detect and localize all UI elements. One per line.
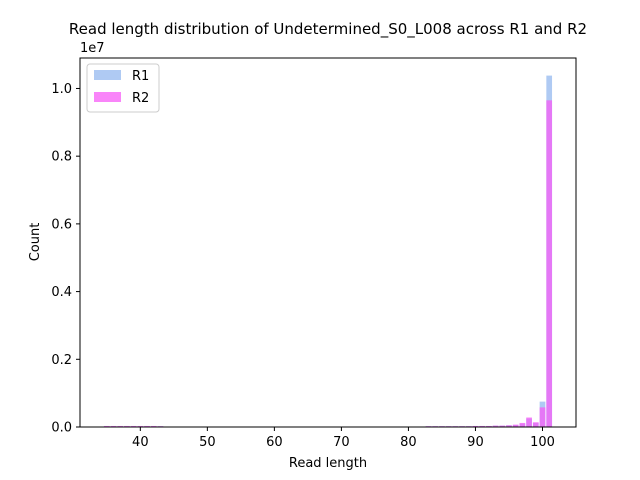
bar-r2-38 xyxy=(124,425,130,427)
y-tick-label: 0.8 xyxy=(51,150,72,165)
bar-r2-96 xyxy=(512,424,519,427)
bar-r2-95 xyxy=(506,425,512,427)
x-axis-label: Read length xyxy=(289,456,367,471)
bar-r2-94 xyxy=(499,425,506,427)
bars-layer xyxy=(103,75,553,427)
y-offset-label: 1e7 xyxy=(80,41,105,56)
x-tick-label: 80 xyxy=(400,435,417,450)
y-axis-label: Count xyxy=(28,223,43,262)
bar-r2-40 xyxy=(137,425,144,427)
plot-frame xyxy=(79,57,577,428)
bar-r2-101 xyxy=(546,100,553,427)
x-tick-label: 100 xyxy=(530,435,555,450)
chart-title: Read length distribution of Undetermined… xyxy=(69,20,587,39)
x-axis: 40 50 60 70 80 90 100 xyxy=(132,427,555,450)
bar-r2-97 xyxy=(519,422,526,427)
bar-r2-93 xyxy=(492,425,499,427)
bar-r2-98 xyxy=(526,417,532,427)
y-tick-label: 0.0 xyxy=(51,421,72,436)
bar-r2-36 xyxy=(110,425,117,427)
y-tick-label: 0.6 xyxy=(51,217,72,232)
y-axis: 0.0 0.2 0.4 0.6 0.8 1.0 xyxy=(51,82,80,436)
legend-swatch-r2 xyxy=(94,92,121,102)
bar-r2-37 xyxy=(117,425,124,427)
bar-r2-41 xyxy=(144,425,150,427)
legend: R1 R2 xyxy=(86,63,160,113)
bar-r2-99 xyxy=(532,422,539,427)
y-tick-label: 0.4 xyxy=(51,285,72,300)
legend-swatch-r1 xyxy=(94,70,121,80)
bar-r2-42 xyxy=(150,425,157,427)
bar-r2-91 xyxy=(479,425,486,427)
bar-r2-90 xyxy=(472,425,479,427)
x-tick-label: 70 xyxy=(333,435,350,450)
x-tick-label: 90 xyxy=(467,435,484,450)
bar-r2-35 xyxy=(103,425,110,427)
y-tick-label: 0.2 xyxy=(51,353,72,368)
legend-label-r1: R1 xyxy=(132,69,149,84)
x-tick-label: 50 xyxy=(199,435,216,450)
bar-r2-92 xyxy=(486,425,492,427)
bar-r2-39 xyxy=(130,425,137,427)
x-tick-label: 60 xyxy=(266,435,283,450)
y-tick-label: 1.0 xyxy=(51,82,72,97)
bar-r2-100 xyxy=(539,407,546,427)
legend-label-r2: R2 xyxy=(132,91,149,106)
x-tick-label: 40 xyxy=(132,435,149,450)
